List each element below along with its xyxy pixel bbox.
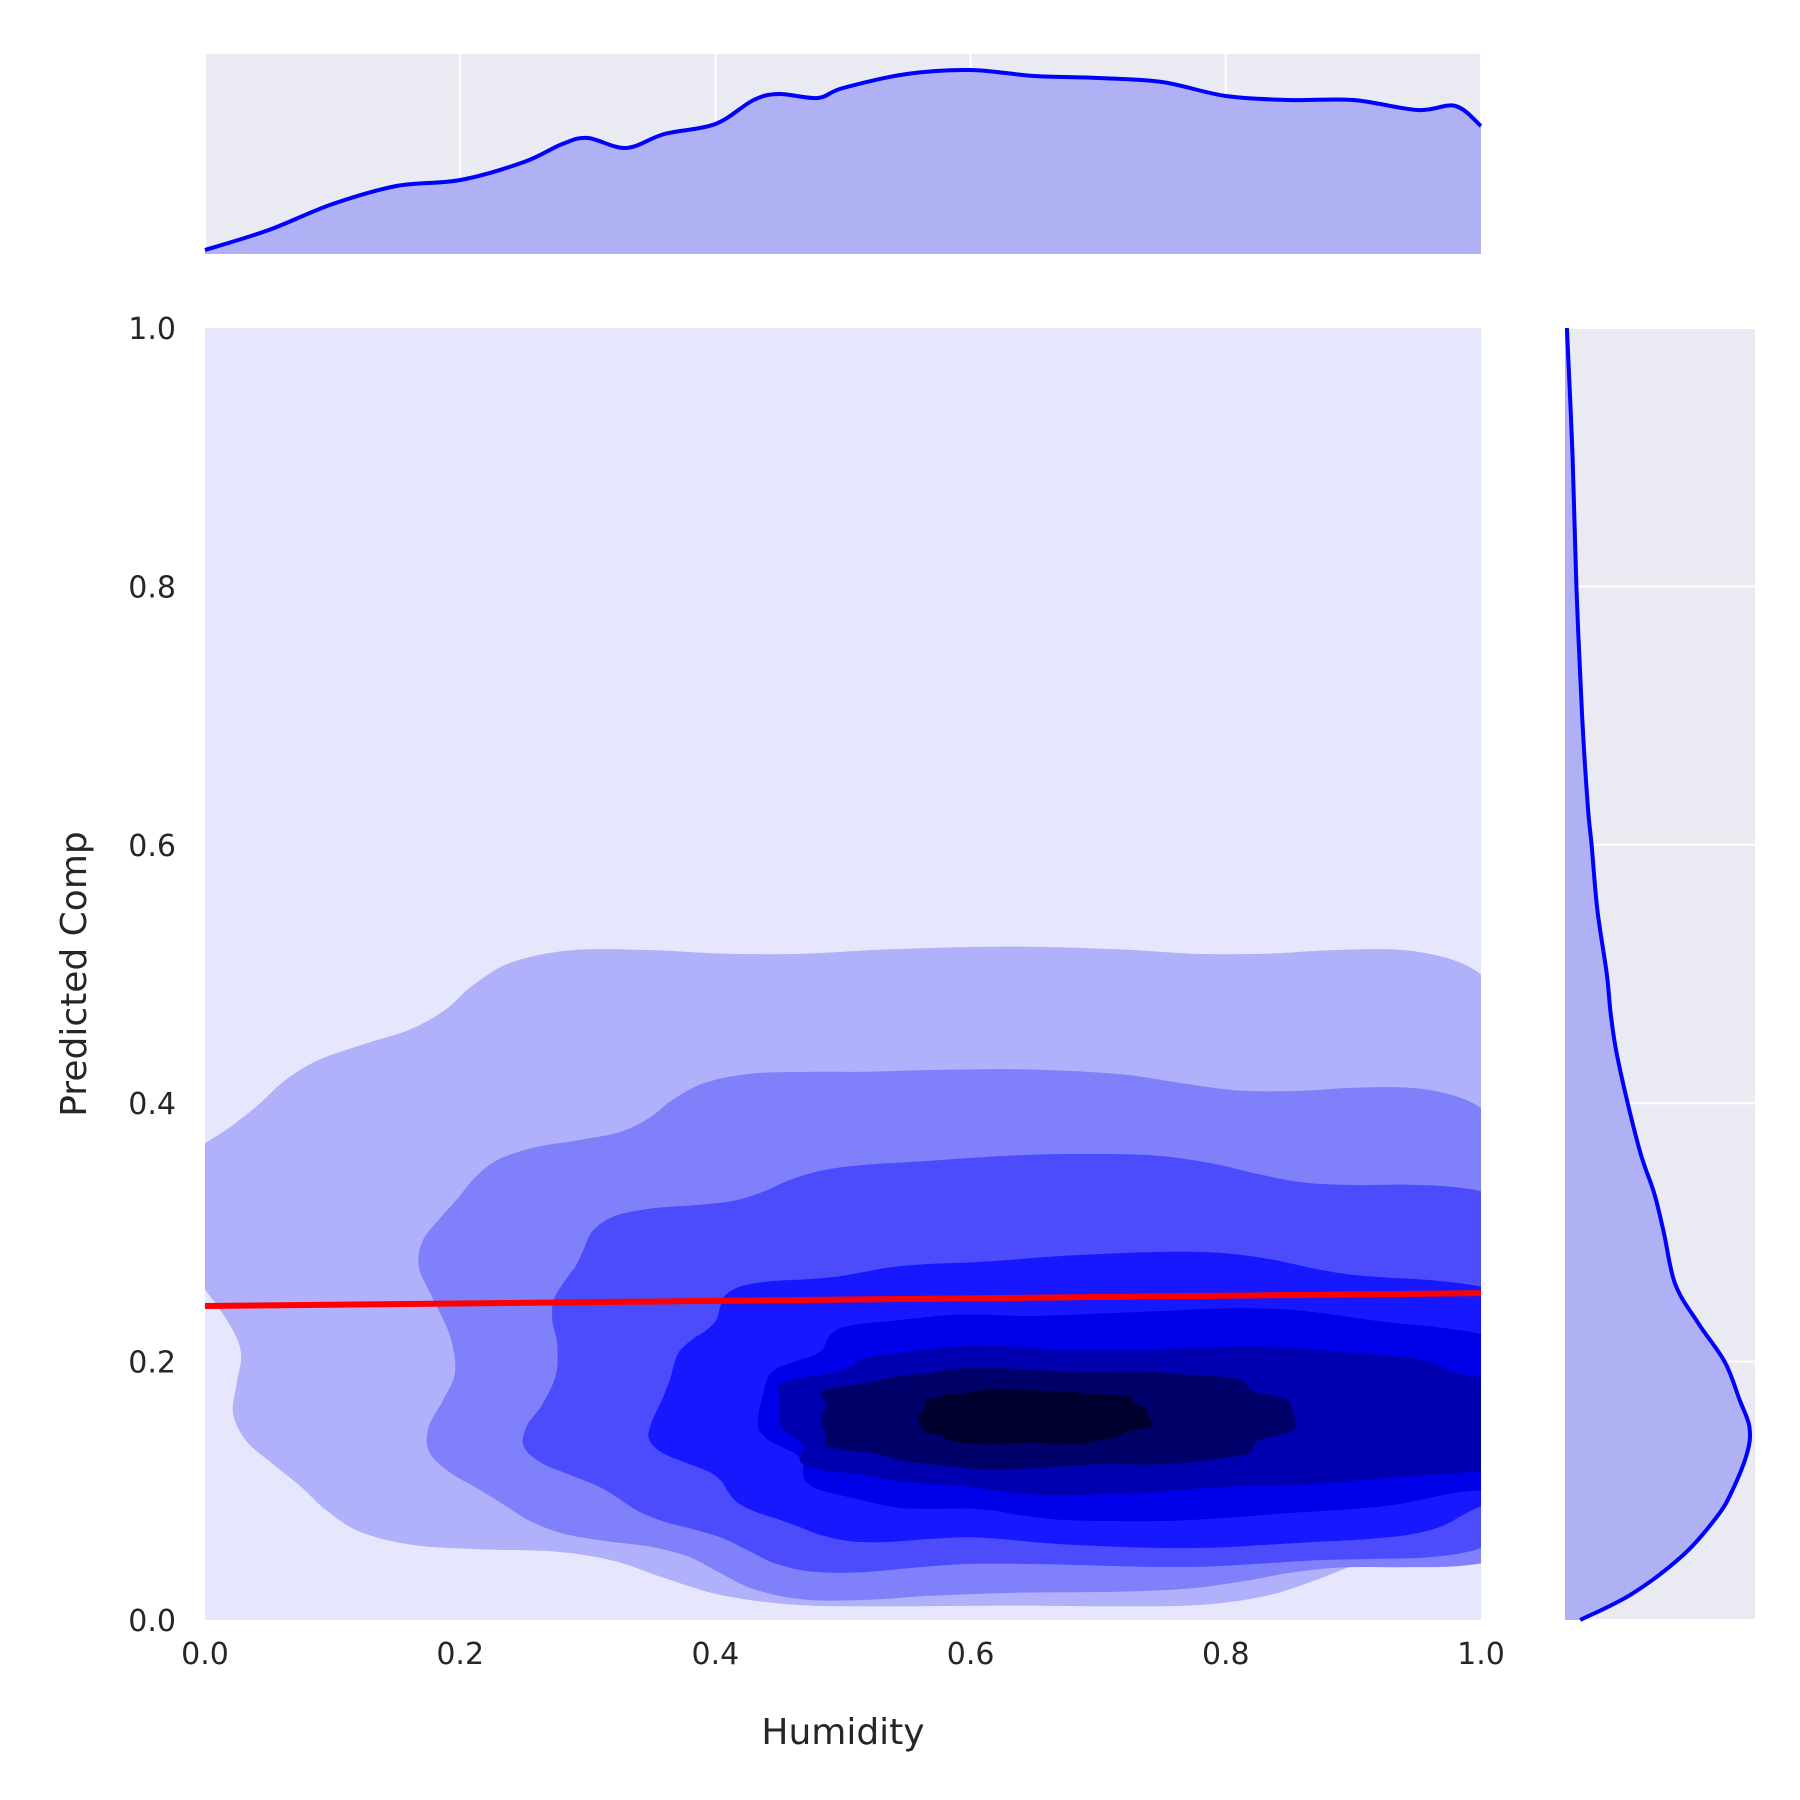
y-tick-label: 1.0 (128, 312, 176, 347)
x-tick-label: 1.0 (1457, 1637, 1505, 1672)
x-tick-label: 0.0 (181, 1637, 229, 1672)
y-tick-label: 0.2 (128, 1346, 176, 1381)
x-tick-label: 0.4 (692, 1637, 740, 1672)
marginal-y-kde-area (1565, 328, 1751, 1620)
marginal-y-kde-line (1564, 327, 1753, 1622)
regression-line (204, 1290, 1482, 1310)
x-tick-label: 0.8 (1202, 1637, 1250, 1672)
y-axis-ticks: 0.0 0.2 0.4 0.6 0.8 1.0 (128, 312, 176, 1639)
y-tick-label: 0.8 (128, 570, 176, 605)
y-tick-label: 0.0 (128, 1604, 176, 1639)
marginal-x-kde-area (205, 69, 1481, 255)
marginal-x-kde-line (204, 67, 1483, 252)
y-tick-label: 0.6 (128, 829, 176, 864)
y-tick-label: 0.4 (128, 1087, 176, 1122)
x-axis-label: Humidity (761, 1712, 924, 1753)
y-axis-label: Predicted Comp (54, 831, 95, 1117)
joint-kde-contours (205, 946, 1481, 1607)
kde-contour-level-8 (918, 1388, 1154, 1445)
x-tick-label: 0.6 (947, 1637, 995, 1672)
x-tick-label: 0.2 (436, 1637, 484, 1672)
x-axis-ticks: 0.0 0.2 0.4 0.6 0.8 1.0 (181, 1637, 1505, 1672)
